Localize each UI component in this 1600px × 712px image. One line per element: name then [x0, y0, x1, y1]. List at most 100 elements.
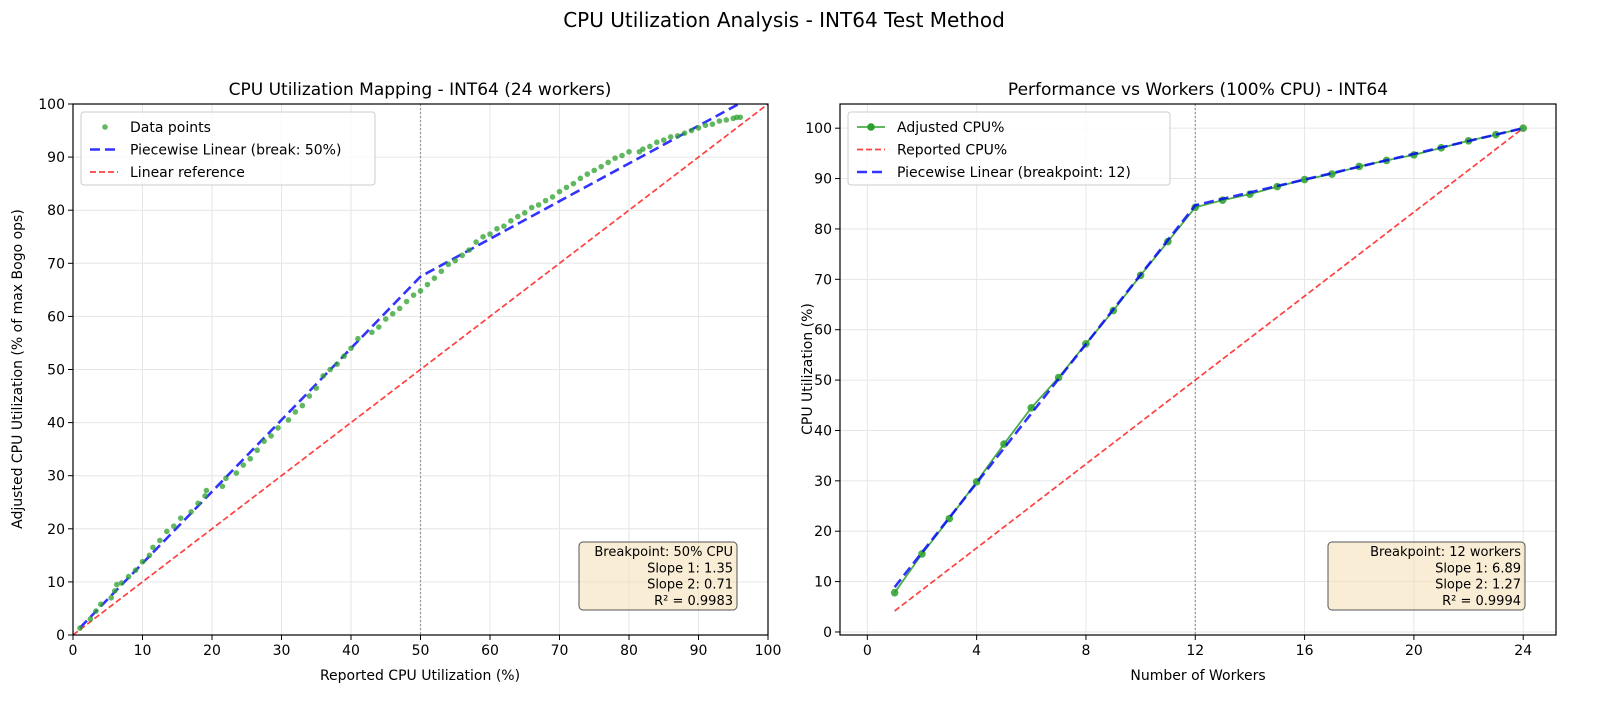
left-y-tick-label: 70 — [47, 256, 65, 272]
left-series-data-points-point — [626, 148, 632, 155]
left-series-data-points-point — [299, 402, 306, 409]
left-series-data-points-point — [424, 281, 431, 288]
right-y-tick-label: 90 — [814, 172, 832, 188]
left-annotation-line: Breakpoint: 50% CPU — [594, 545, 733, 560]
right-x-tick-label: 8 — [1081, 643, 1090, 659]
left-series-data-points-point — [313, 385, 320, 391]
left-y-tick-label: 60 — [47, 309, 65, 325]
left-series-data-points-point — [508, 218, 514, 224]
right-y-tick-label: 40 — [814, 423, 832, 439]
left-series-data-points-point — [570, 180, 577, 187]
left-series-data-points-point — [445, 261, 452, 268]
left-series-data-points-point — [223, 475, 229, 482]
left-legend-marker — [102, 124, 108, 130]
left-series-data-points-point — [254, 447, 260, 454]
left-series-data-points-point — [515, 213, 521, 220]
left-series-data-points-point — [667, 134, 674, 140]
right-series-reported-cpu-line — [894, 127, 1524, 612]
left-series-data-points-point — [268, 433, 274, 439]
left-series-data-points-point — [584, 171, 591, 177]
left-legend-label: Piecewise Linear (break: 50%) — [130, 143, 341, 159]
left-series-data-points-point — [177, 515, 184, 521]
right-y-tick-label: 30 — [814, 474, 832, 490]
left-y-tick-label: 30 — [47, 469, 65, 485]
left-series-data-points-point — [647, 143, 653, 150]
left-series-data-points-point — [542, 197, 549, 204]
left-legend-label: Data points — [130, 120, 211, 136]
left-series-data-points-point — [403, 298, 410, 305]
left-x-tick-label: 90 — [690, 643, 708, 659]
left-series-data-points-point — [170, 523, 177, 529]
left-y-tick-label: 80 — [47, 203, 65, 219]
left-series-data-points-point — [150, 544, 156, 551]
right-legend-label: Reported CPU% — [897, 143, 1007, 159]
left-series-data-points-point — [327, 366, 333, 373]
left-series-data-points-point — [98, 601, 104, 608]
right-x-tick-label: 24 — [1514, 643, 1532, 659]
left-y-tick-label: 20 — [47, 522, 65, 538]
left-series-data-points-point — [275, 425, 281, 431]
left-series-data-points-point — [563, 184, 570, 191]
right-legend-marker — [867, 123, 875, 131]
left-series-data-points-point — [487, 231, 493, 237]
left-series-data-points-point — [438, 268, 445, 275]
right-series-adjusted-cpu-marker — [890, 588, 899, 597]
right-annotation-line: Slope 2: 1.27 — [1435, 578, 1521, 593]
left-series-data-points-point — [164, 528, 170, 535]
left-plot-area — [73, 104, 768, 635]
left-series-data-points-point — [702, 122, 709, 129]
left-series-data-points-point — [556, 188, 563, 195]
left-legend: Data points Piecewise Linear (break: 50%)… — [80, 111, 376, 186]
left-x-tick-label: 0 — [69, 643, 78, 659]
right-x-tick-label: 0 — [863, 643, 872, 659]
left-series-data-points-point — [247, 455, 254, 462]
left-x-tick-label: 10 — [134, 643, 152, 659]
right-series-adjusted-cpu-marker — [1300, 175, 1309, 184]
left-series-data-points-point — [688, 127, 695, 134]
left-series-data-points-point — [660, 137, 667, 143]
left-x-tick-label: 30 — [273, 643, 291, 659]
left-series-piecewise-linear-break-50-line — [79, 104, 742, 629]
left-series-data-points-point — [549, 194, 556, 200]
right-x-tick-label: 20 — [1405, 643, 1423, 659]
left-series-data-points-point — [369, 329, 375, 336]
right-series-adjusted-cpu-marker — [1027, 403, 1036, 412]
right-y-tick-label: 0 — [823, 625, 832, 641]
left-series-data-points-point — [195, 500, 201, 507]
left-series-data-points-point — [334, 361, 340, 367]
right-annotation-line: R² = 0.9994 — [1442, 594, 1521, 609]
left-series-data-points-point — [111, 588, 118, 594]
left-x-tick-label: 40 — [342, 643, 360, 659]
left-series-data-points-point — [292, 409, 299, 415]
left-x-tick-label: 80 — [620, 643, 638, 659]
left-chart: CPU Utilization Mapping - INT64 (24 work… — [10, 80, 781, 684]
left-series-data-points-point — [139, 558, 146, 565]
left-x-tick-label: 70 — [551, 643, 569, 659]
left-series-data-points-point — [535, 202, 542, 208]
left-x-tick-label: 20 — [203, 643, 221, 659]
left-series-data-points-point — [233, 470, 240, 476]
left-series-data-points-point — [695, 125, 702, 131]
left-x-tick-label: 100 — [755, 643, 782, 659]
left-series-data-points-point — [723, 117, 730, 123]
right-y-tick-label: 50 — [814, 373, 832, 389]
left-series-linear-reference-line — [73, 104, 768, 635]
left-series-data-points-point — [285, 417, 292, 423]
right-chart-title: Performance vs Workers (100% CPU) - INT6… — [1008, 80, 1388, 100]
left-series-data-points-point — [674, 133, 681, 139]
right-y-tick-label: 70 — [814, 272, 832, 288]
right-x-tick-label: 16 — [1296, 643, 1314, 659]
right-axes-frame — [839, 103, 1557, 636]
left-series-data-points-point — [348, 345, 354, 352]
left-series-data-points-point — [480, 233, 486, 240]
right-annotation-box — [1327, 541, 1526, 611]
left-series-data-points-point — [528, 204, 535, 211]
left-series-data-points-point — [396, 305, 403, 312]
left-series-data-points-point — [118, 580, 125, 586]
right-y-tick-label: 10 — [814, 575, 832, 591]
left-series-data-points-point — [261, 438, 267, 444]
right-y-tick-label: 60 — [814, 323, 832, 339]
left-chart-ylabel: Adjusted CPU Utilization (% of max Bogo … — [10, 209, 26, 529]
